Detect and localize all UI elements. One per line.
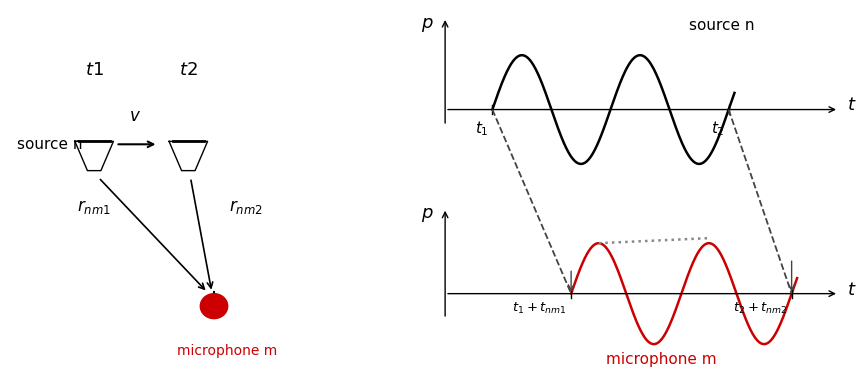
- Text: source n: source n: [689, 18, 755, 33]
- Text: $r_{nm1}$: $r_{nm1}$: [77, 198, 111, 216]
- Text: $t_2+t_{nm2}$: $t_2+t_{nm2}$: [733, 301, 788, 316]
- Text: $t_1+t_{nm1}$: $t_1+t_{nm1}$: [513, 301, 568, 316]
- Text: microphone m: microphone m: [606, 352, 717, 367]
- Text: $p$: $p$: [420, 206, 433, 224]
- Text: $t$: $t$: [847, 96, 856, 114]
- Circle shape: [200, 294, 228, 319]
- Text: $t1$: $t1$: [85, 61, 104, 79]
- Text: microphone m: microphone m: [176, 344, 277, 358]
- Text: $t2$: $t2$: [179, 61, 198, 79]
- Text: source n: source n: [17, 137, 83, 152]
- Text: $r_{nm2}$: $r_{nm2}$: [229, 198, 263, 216]
- Text: $t$: $t$: [847, 281, 856, 299]
- Text: $t_1$: $t_1$: [475, 119, 489, 138]
- Text: $p$: $p$: [420, 16, 433, 34]
- Text: $v$: $v$: [128, 108, 141, 125]
- Text: $t_2$: $t_2$: [711, 119, 725, 138]
